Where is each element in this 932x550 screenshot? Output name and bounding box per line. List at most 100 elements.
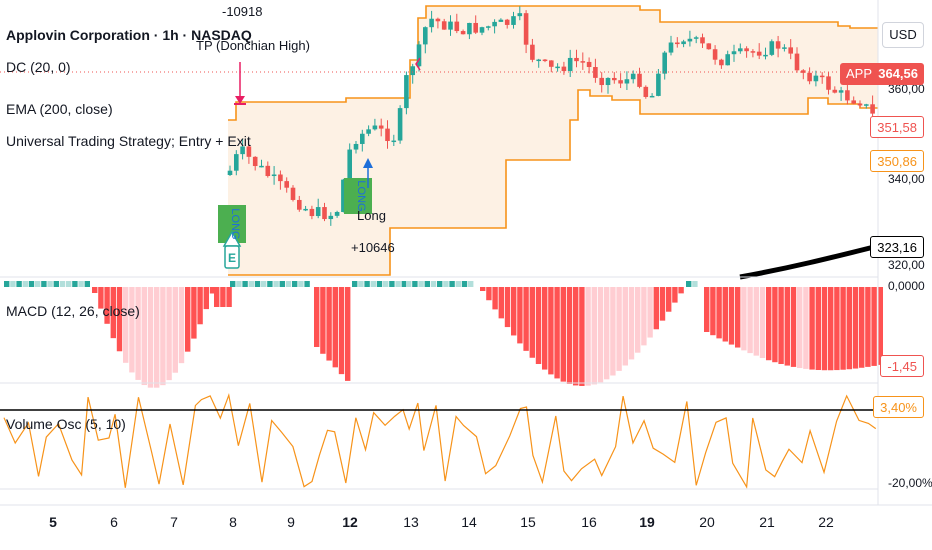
candle-body: [297, 199, 302, 210]
candle-body: [618, 80, 623, 84]
macd-bar: [449, 281, 455, 287]
macd-bar: [542, 287, 548, 370]
candle-body: [845, 90, 850, 101]
dc-lower-badge: 350,86: [870, 150, 924, 172]
strategy-legend[interactable]: Universal Trading Strategy; Entry + Exit: [6, 133, 251, 149]
macd-bar: [185, 287, 191, 352]
volume-oscillator: [3, 392, 877, 489]
macd-bar: [254, 281, 261, 287]
candle-body: [278, 174, 283, 182]
candles: [227, 6, 875, 226]
macd-bar: [66, 281, 72, 287]
macd-legend[interactable]: MACD (12, 26, close): [6, 303, 140, 319]
time-axis-label: 22: [818, 514, 834, 530]
macd-bar: [480, 287, 486, 291]
macd-bar: [345, 287, 351, 381]
candle-body: [473, 22, 478, 33]
candle-body: [838, 90, 844, 93]
candle-body: [574, 57, 579, 62]
macd-bar: [418, 281, 424, 287]
candle-body: [870, 104, 875, 114]
macd-bar: [22, 281, 28, 287]
macd-bar: [579, 287, 585, 386]
macd-bar: [147, 287, 154, 388]
candle-body: [391, 140, 397, 143]
candle-body: [656, 73, 661, 96]
candle-body: [404, 75, 409, 109]
candle-body: [580, 61, 586, 63]
macd-bar: [226, 287, 232, 307]
macd-bar: [591, 287, 597, 385]
candle-body: [567, 57, 573, 72]
macd-bar: [314, 287, 320, 347]
macd-bar: [35, 281, 41, 287]
macd-bar: [209, 287, 216, 294]
candle-body: [612, 77, 617, 81]
macd-bar: [809, 287, 815, 370]
macd-value-badge: -1,45: [880, 355, 924, 377]
dc-legend[interactable]: DC (20, 0): [6, 59, 71, 75]
macd-bar: [635, 287, 641, 353]
candle-body: [523, 13, 529, 45]
candle-body: [511, 16, 516, 25]
time-axis-label: 6: [110, 514, 118, 530]
donchian-lower-line: [228, 89, 878, 276]
time-axis-label: 20: [699, 514, 715, 530]
macd-bar: [659, 287, 666, 321]
macd-bar: [10, 281, 16, 287]
macd-bar: [821, 287, 828, 371]
candle-body: [252, 156, 258, 167]
macd-bar: [511, 287, 517, 336]
macd-bar: [759, 287, 766, 359]
candle-body: [561, 66, 567, 72]
macd-bar: [320, 287, 326, 354]
ema-legend[interactable]: EMA (200, close): [6, 101, 113, 117]
macd-bar: [352, 281, 358, 287]
macd-bar: [877, 287, 883, 365]
candle-body: [517, 13, 523, 17]
macd-bar: [566, 287, 573, 384]
long-value-label: +10646: [351, 240, 395, 255]
macd-bar: [772, 287, 778, 363]
macd-bar: [778, 287, 784, 365]
macd-bar: [412, 281, 418, 287]
candle-body: [782, 47, 787, 49]
macd-bar: [401, 281, 407, 287]
macd-bar: [790, 287, 797, 367]
macd-bar: [641, 287, 647, 346]
ema-curve: [739, 243, 879, 280]
symbol-title[interactable]: Applovin Corporation · 1h · NASDAQ: [6, 27, 252, 43]
macd-bar: [298, 281, 304, 287]
candle-body: [731, 51, 737, 55]
candle-body: [763, 54, 768, 57]
macd-bar: [332, 287, 338, 368]
macd-bar: [178, 287, 185, 364]
macd-bar: [678, 287, 684, 294]
candle-body: [353, 143, 359, 150]
tp-arrow-icon: [235, 96, 245, 104]
donchian-upper-line: [228, 5, 878, 121]
candle-body: [750, 51, 756, 53]
macd-bar: [98, 287, 104, 309]
macd-bar: [443, 281, 449, 287]
candle-body: [744, 48, 749, 52]
candle-body: [593, 67, 598, 78]
macd-bar: [828, 287, 834, 371]
candle-body: [832, 89, 838, 93]
macd-bar: [753, 287, 759, 356]
macd-bar: [370, 281, 376, 287]
price-axis-label: 360,00: [888, 82, 925, 96]
currency-button[interactable]: USD: [882, 22, 924, 48]
macd-bar: [4, 281, 10, 287]
tp-value-label: -10918: [222, 4, 263, 19]
candle-body: [448, 21, 453, 30]
candle-body: [807, 72, 812, 82]
macd-bar: [747, 287, 753, 354]
time-axis-label: 9: [287, 514, 295, 530]
candle-body: [385, 128, 390, 142]
macd-bar: [230, 281, 236, 287]
volume-osc-legend[interactable]: Volume Osc (5, 10): [6, 416, 126, 432]
symbol-tag-badge[interactable]: APP: [839, 63, 878, 85]
trade-markers: LONG E LONG: [218, 57, 421, 269]
